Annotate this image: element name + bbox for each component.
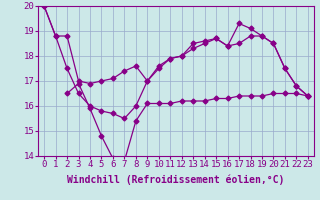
X-axis label: Windchill (Refroidissement éolien,°C): Windchill (Refroidissement éolien,°C): [67, 175, 285, 185]
